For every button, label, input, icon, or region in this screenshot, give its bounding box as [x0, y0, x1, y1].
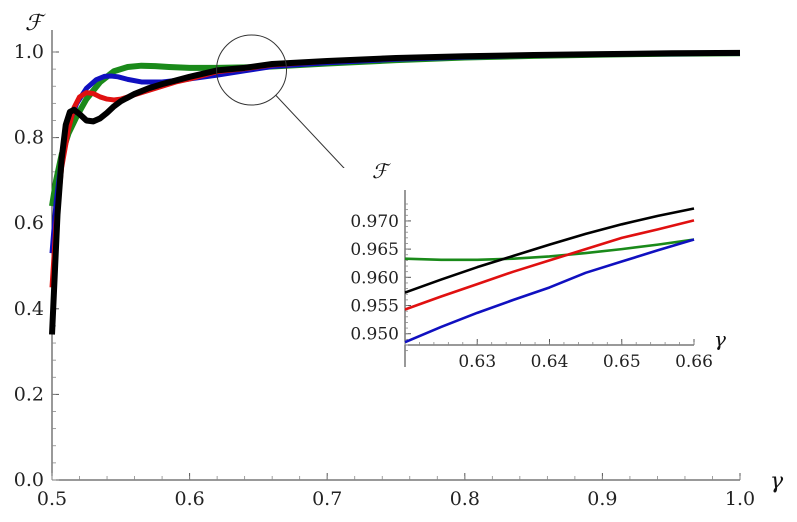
y-tick-label: 0.2 [14, 383, 44, 405]
y-tick-label: 0.8 [14, 127, 44, 149]
y-axis-title: ℱ [25, 11, 46, 36]
inset-x-tick-label: 0.65 [603, 352, 641, 372]
inset-x-axis-title: γ [714, 327, 726, 351]
inset-y-tick-label: 0.950 [350, 325, 399, 345]
y-tick-label: 0.6 [14, 212, 44, 234]
inset-series-line [404, 219, 695, 311]
inset-y-tick-label: 0.965 [350, 240, 399, 260]
zoom-circle [216, 34, 288, 106]
inset-background [330, 168, 735, 378]
x-tick-label: 0.5 [37, 488, 67, 510]
x-tick-label: 0.8 [450, 488, 480, 510]
x-tick-label: 1.0 [725, 488, 755, 510]
inset-y-tick-label: 0.955 [350, 297, 399, 317]
inset-x-tick-label: 0.64 [531, 352, 569, 372]
y-tick-label: 1.0 [14, 41, 44, 63]
inset-y-axis-title: ℱ [372, 159, 391, 183]
main-axes: 0.5 0.6 0.7 0.8 0.9 1.0 0.0 0.2 0.4 0.6 0.8 1.0 [14, 30, 755, 510]
inset-y-tick-label: 0.970 [350, 212, 399, 232]
inset-series-line [404, 238, 695, 262]
x-tick-label: 0.6 [174, 488, 204, 510]
x-tick-label: 0.7 [312, 488, 342, 510]
inset-x-tick-label: 0.66 [675, 352, 713, 372]
inset-x-tick-label: 0.63 [458, 352, 496, 372]
series-line [49, 49, 741, 335]
y-tick-label: 0.0 [14, 469, 44, 491]
inset-axes: 0.63 0.64 0.65 0.66 0.950 0.955 0.960 0.965 0.97… [330, 168, 735, 378]
inset-y-tick-label: 0.960 [350, 268, 399, 288]
x-axis-title: γ [770, 469, 784, 494]
inset-series-line [404, 238, 695, 344]
x-tick-label: 0.9 [587, 488, 617, 510]
inset-series-group [404, 207, 695, 344]
y-tick-label: 0.4 [14, 298, 44, 320]
inset-series-line [404, 207, 695, 294]
main-series-group [49, 49, 741, 335]
zoom-indicator [216, 34, 359, 184]
